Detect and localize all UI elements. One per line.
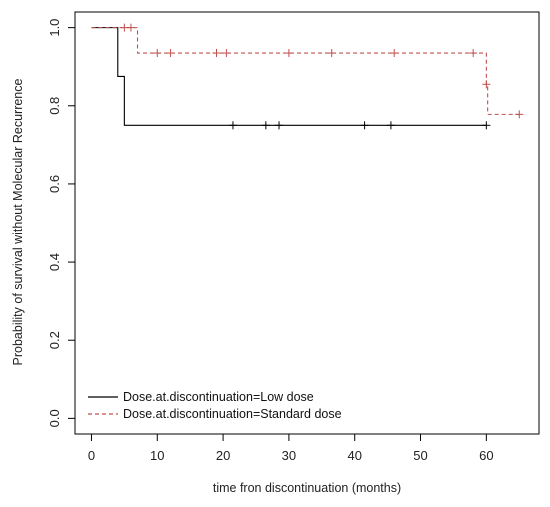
y-tick-label: 0.2 xyxy=(47,331,62,349)
y-axis-title: Probability of survival without Molecula… xyxy=(11,78,25,365)
censor-mark xyxy=(126,23,135,32)
censor-mark xyxy=(386,121,395,130)
censor-mark xyxy=(166,49,175,58)
censor-mark xyxy=(222,49,231,58)
series-line-standard-dose xyxy=(91,27,520,115)
plot-frame xyxy=(74,11,540,435)
y-tick-label: 1.0 xyxy=(47,19,62,37)
x-axis: 0 10 20 30 40 50 60 xyxy=(88,433,494,463)
x-tick-label: 40 xyxy=(347,448,361,463)
censor-mark xyxy=(327,49,336,58)
censor-mark xyxy=(469,49,478,58)
y-tick-label: 0.0 xyxy=(47,409,62,427)
censor-mark xyxy=(482,80,491,89)
censor-mark xyxy=(261,121,270,130)
legend-label-low-dose: Dose.at.discontinuation=Low dose xyxy=(123,390,314,404)
y-tick-label: 0.8 xyxy=(47,97,62,115)
legend-label-standard-dose: Dose.at.discontinuation=Standard dose xyxy=(123,407,342,421)
censor-mark xyxy=(153,49,162,58)
x-tick-label: 60 xyxy=(479,448,493,463)
censor-mark xyxy=(482,121,491,130)
x-tick-label: 20 xyxy=(216,448,230,463)
y-axis: 0.0 0.2 0.4 0.6 0.8 1.0 xyxy=(47,19,76,427)
censor-mark xyxy=(360,121,369,130)
x-tick-label: 0 xyxy=(88,448,95,463)
series-layer xyxy=(91,23,524,130)
series-line-low-dose xyxy=(91,27,487,126)
y-tick-label: 0.6 xyxy=(47,175,62,193)
censor-mark xyxy=(515,110,524,119)
censor-mark xyxy=(212,49,221,58)
x-tick-label: 10 xyxy=(150,448,164,463)
censor-mark xyxy=(284,49,293,58)
censor-mark xyxy=(275,121,284,130)
x-tick-label: 50 xyxy=(413,448,427,463)
censor-mark xyxy=(390,49,399,58)
legend: Dose.at.discontinuation=Low dose Dose.at… xyxy=(88,390,342,421)
x-axis-title: time fron discontinuation (months) xyxy=(213,481,401,495)
x-tick-label: 30 xyxy=(282,448,296,463)
censor-mark xyxy=(228,121,237,130)
y-tick-label: 0.4 xyxy=(47,253,62,271)
